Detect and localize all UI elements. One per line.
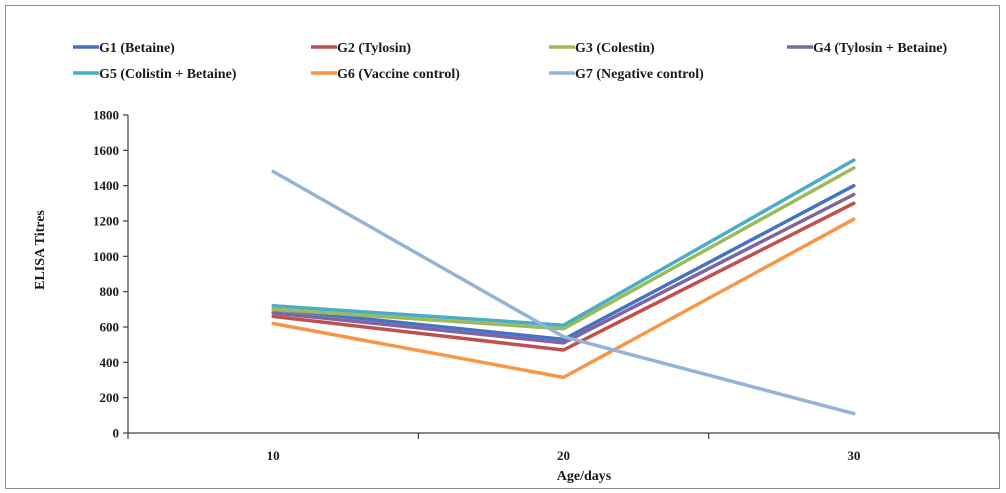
series-layer: [271, 158, 856, 416]
legend-label: G7 (Negative control): [575, 67, 704, 82]
legend: G1 (Betaine) G2 (Tylosin) G3 (Colestin) G4 …: [73, 41, 947, 82]
legend-label: G1 (Betaine): [99, 41, 175, 56]
series-line: [271, 169, 856, 416]
legend-label: G6 (Vaccine control): [337, 67, 460, 82]
series-line: [271, 166, 856, 331]
legend-label: G3 (Colestin): [575, 41, 655, 56]
x-axis-label: Age/days: [557, 469, 612, 484]
x-tick-label: 30: [847, 448, 860, 463]
series-line: [271, 217, 856, 380]
x-axis: 10 20 30: [127, 432, 999, 463]
y-tick-label: 400: [100, 355, 120, 370]
y-axis: 0 200 400 600 800 1000 1200 1400 1600 1800: [93, 108, 129, 441]
y-tick-label: 600: [100, 320, 120, 335]
line-chart: G1 (Betaine) G2 (Tylosin) G3 (Colestin) G4 …: [33, 41, 999, 484]
series-line: [271, 201, 856, 352]
legend-label: G2 (Tylosin): [337, 41, 411, 56]
y-tick-label: 1200: [93, 214, 119, 229]
chart-frame: G1 (Betaine) G2 (Tylosin) G3 (Colestin) G4 …: [5, 5, 1000, 489]
y-tick-label: 200: [100, 390, 120, 405]
y-tick-label: 1000: [93, 249, 119, 264]
series-line: [271, 183, 856, 342]
y-tick-label: 0: [113, 426, 120, 441]
x-tick-label: 10: [267, 448, 280, 463]
y-tick-label: 1600: [93, 143, 119, 158]
legend-label: G5 (Colistin + Betaine): [99, 67, 237, 82]
y-tick-label: 1400: [93, 178, 119, 193]
y-axis-label: ELISA Titres: [33, 210, 48, 290]
y-tick-label: 1800: [93, 108, 119, 123]
x-tick-label: 20: [557, 448, 570, 463]
series-line: [271, 192, 856, 345]
y-tick-label: 800: [100, 284, 120, 299]
legend-label: G4 (Tylosin + Betaine): [813, 41, 947, 56]
series-line: [271, 158, 856, 327]
